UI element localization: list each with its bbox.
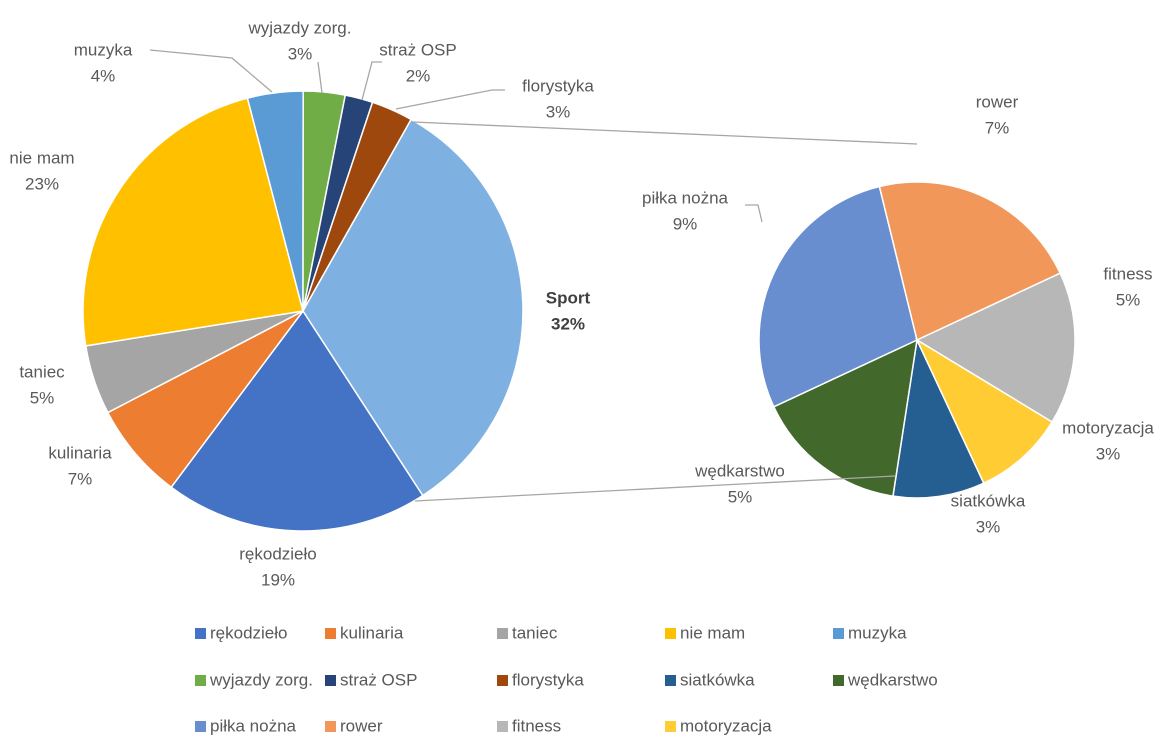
connector-line	[414, 475, 896, 502]
data-label-value: 5%	[728, 487, 753, 506]
legend-label: fitness	[512, 716, 561, 735]
pie-slice	[915, 338, 1054, 485]
legend-swatch	[195, 628, 206, 639]
data-label-value: 2%	[406, 66, 431, 85]
data-label-value: 3%	[976, 517, 1001, 536]
data-label-value: 3%	[1096, 444, 1121, 463]
legend-label: florystyka	[512, 670, 584, 689]
pie-slice	[772, 338, 918, 498]
data-label-name: fitness	[1103, 264, 1152, 283]
data-label-name: taniec	[19, 362, 65, 381]
legend-swatch	[325, 675, 336, 686]
data-label-value: 5%	[30, 388, 55, 407]
data-label-name: piłka nożna	[642, 188, 729, 207]
data-label-value: 32%	[551, 314, 585, 333]
data-label-value: 7%	[985, 118, 1010, 137]
legend-label: nie mam	[680, 623, 745, 642]
legend-swatch	[665, 628, 676, 639]
legend-swatch	[497, 721, 508, 732]
pie-slice	[892, 337, 985, 499]
data-label-name: wyjazdy zorg.	[248, 18, 352, 37]
data-label-name: rower	[976, 92, 1019, 111]
data-label-value: 23%	[25, 174, 59, 193]
data-label-value: 7%	[68, 469, 93, 488]
legend-label: siatkówka	[680, 670, 755, 689]
data-label-value: 9%	[673, 214, 698, 233]
legend-label: muzyka	[848, 623, 907, 642]
data-label-name: nie mam	[9, 148, 74, 167]
legend-label: rower	[340, 716, 383, 735]
connector-line	[412, 121, 918, 145]
leader-line	[317, 61, 323, 94]
legend-swatch	[325, 628, 336, 639]
pie-slice	[170, 309, 424, 532]
leader-line	[745, 204, 763, 223]
legend-label: wyjazdy zorg.	[209, 670, 313, 689]
data-label-name: kulinaria	[48, 443, 112, 462]
pie-slice	[915, 272, 1076, 423]
data-label-name: siatkówka	[951, 491, 1026, 510]
data-label-value: 19%	[261, 570, 295, 589]
legend-swatch	[497, 628, 508, 639]
legend-label: piłka nożna	[210, 716, 297, 735]
legend-label: taniec	[512, 623, 558, 642]
pie-slice	[82, 97, 304, 347]
data-label-value: 3%	[546, 102, 571, 121]
leader-lines	[149, 49, 918, 502]
leader-line	[361, 61, 382, 101]
data-label-name: motoryzacja	[1062, 418, 1154, 437]
pie-slice	[758, 185, 918, 408]
data-label-name: rękodzieło	[239, 544, 317, 563]
legend-swatch	[195, 721, 206, 732]
legend-label: rękodzieło	[210, 623, 288, 642]
data-label-value: 4%	[91, 66, 116, 85]
legend-swatch	[195, 675, 206, 686]
legend-label: kulinaria	[340, 623, 404, 642]
legend-swatch	[665, 721, 676, 732]
data-label-name: wędkarstwo	[694, 461, 785, 480]
legend-swatch	[833, 628, 844, 639]
pie-slice	[878, 181, 1062, 342]
pies	[82, 90, 1076, 532]
data-label-value: 5%	[1116, 290, 1141, 309]
legend-swatch	[665, 675, 676, 686]
pie-slice	[302, 118, 524, 497]
leader-line	[149, 49, 273, 93]
legend-label: motoryzacja	[680, 716, 772, 735]
legend-label: wędkarstwo	[847, 670, 938, 689]
legend-label: straż OSP	[340, 670, 417, 689]
data-label-name: muzyka	[74, 40, 133, 59]
leader-line	[395, 89, 505, 110]
legend-swatch	[833, 675, 844, 686]
data-label-value: 3%	[288, 44, 313, 63]
legend-swatch	[497, 675, 508, 686]
data-label-name: straż OSP	[379, 40, 456, 59]
data-label-name: florystyka	[522, 76, 594, 95]
legend-swatch	[325, 721, 336, 732]
data-label-name: Sport	[546, 288, 591, 307]
